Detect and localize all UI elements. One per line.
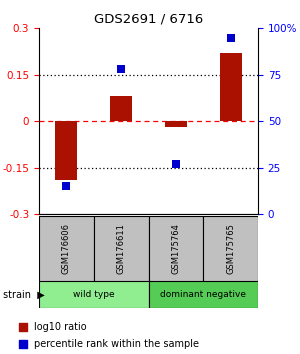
Point — [21, 324, 26, 329]
Text: log10 ratio: log10 ratio — [34, 321, 87, 332]
Text: percentile rank within the sample: percentile rank within the sample — [34, 339, 199, 349]
Text: GSM175764: GSM175764 — [171, 223, 180, 274]
Text: strain  ▶: strain ▶ — [3, 290, 45, 300]
Bar — [94, 216, 148, 281]
Point — [21, 341, 26, 347]
Bar — [220, 53, 242, 121]
Bar — [148, 216, 203, 281]
Bar — [148, 281, 258, 308]
Bar — [110, 97, 132, 121]
Point — [119, 67, 124, 72]
Text: GSM175765: GSM175765 — [226, 223, 235, 274]
Text: dominant negative: dominant negative — [160, 290, 246, 299]
Text: GSM176606: GSM176606 — [62, 223, 71, 274]
Title: GDS2691 / 6716: GDS2691 / 6716 — [94, 13, 203, 26]
Bar — [165, 121, 187, 127]
Bar — [203, 216, 258, 281]
Text: GSM176611: GSM176611 — [117, 223, 126, 274]
Bar — [39, 216, 94, 281]
Point — [64, 183, 69, 189]
Text: wild type: wild type — [73, 290, 115, 299]
Bar — [39, 281, 148, 308]
Point — [228, 35, 233, 40]
Point — [173, 161, 178, 167]
Bar — [56, 121, 77, 180]
